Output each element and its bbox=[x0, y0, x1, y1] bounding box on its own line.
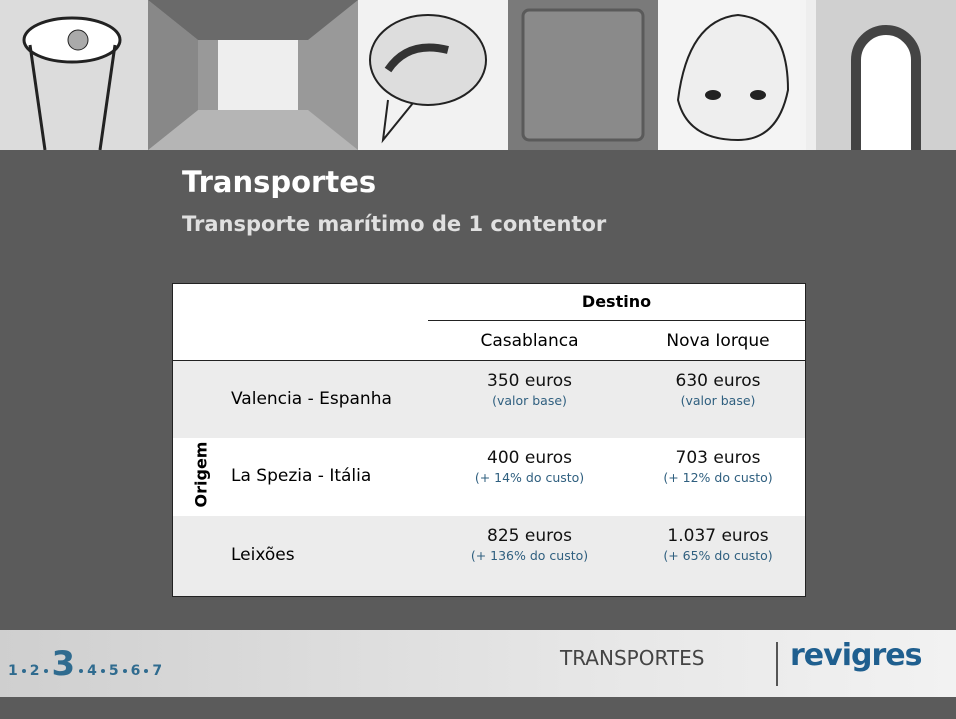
image-tile bbox=[148, 0, 360, 150]
origin-cell: La Spezia - Itália bbox=[231, 466, 372, 486]
separator-dot bbox=[144, 668, 149, 673]
header-rule bbox=[173, 360, 805, 361]
separator-dot bbox=[21, 668, 26, 673]
value-cell: 630 euros (valor base) bbox=[631, 371, 805, 408]
column-header: Nova Iorque bbox=[666, 331, 770, 351]
slide-title: Transportes bbox=[182, 165, 377, 199]
value-cell: 825 euros (+ 136% do custo) bbox=[428, 526, 631, 563]
origin-cell: Valencia - Espanha bbox=[231, 388, 392, 409]
image-tile bbox=[806, 0, 956, 150]
step-link[interactable]: 5 bbox=[108, 663, 119, 679]
illustration bbox=[806, 0, 921, 150]
value: 703 euros bbox=[675, 448, 761, 468]
column-header: Casablanca bbox=[480, 331, 579, 351]
note: (+ 136% do custo) bbox=[470, 548, 589, 563]
value: 400 euros bbox=[487, 448, 572, 468]
image-tile bbox=[508, 0, 660, 150]
separator-dot bbox=[43, 668, 48, 673]
step-link[interactable]: 7 bbox=[152, 663, 163, 679]
image-tile bbox=[658, 0, 808, 150]
illustration bbox=[676, 13, 790, 142]
note: (+ 12% do custo) bbox=[663, 470, 773, 485]
step-link[interactable]: 3 bbox=[51, 644, 76, 684]
note: (+ 65% do custo) bbox=[663, 548, 773, 563]
row-background bbox=[173, 438, 805, 516]
value: 630 euros bbox=[675, 371, 761, 391]
image-tile bbox=[358, 0, 510, 150]
destination-header: Destino bbox=[581, 292, 652, 311]
value-cell: 1.037 euros (+ 65% do custo) bbox=[631, 526, 805, 563]
value: 825 euros bbox=[487, 526, 572, 546]
note: (valor base) bbox=[680, 393, 756, 408]
image-tile bbox=[0, 0, 150, 151]
row-background bbox=[173, 361, 805, 438]
transport-table: Destino Casablanca Nova Iorque Valencia - E… bbox=[172, 283, 806, 597]
step-link[interactable]: 6 bbox=[130, 663, 141, 679]
illustration bbox=[22, 16, 122, 151]
separator-dot bbox=[100, 668, 105, 673]
separator-dot bbox=[79, 668, 84, 673]
illustration bbox=[148, 0, 358, 150]
slide-subtitle: Transporte marítimo de 1 contentor bbox=[182, 212, 607, 236]
note: (+ 14% do custo) bbox=[474, 470, 585, 485]
logo: revigres bbox=[790, 638, 922, 673]
value: 1.037 euros bbox=[667, 526, 769, 546]
divider bbox=[776, 642, 778, 686]
step-link[interactable]: 4 bbox=[87, 663, 97, 679]
note: (valor base) bbox=[492, 393, 567, 408]
value: 350 euros bbox=[487, 371, 572, 391]
step-link[interactable]: 1 bbox=[8, 663, 18, 679]
separator-dot bbox=[122, 668, 127, 673]
row-background bbox=[173, 516, 805, 596]
illustration bbox=[521, 8, 645, 142]
value-cell: 350 euros (valor base) bbox=[428, 371, 631, 408]
illustration bbox=[369, 14, 487, 144]
section-name: TRANSPORTES bbox=[560, 646, 705, 670]
header-rule bbox=[428, 320, 805, 321]
value-cell: 703 euros (+ 12% do custo) bbox=[631, 448, 805, 485]
row-group-label: Origem bbox=[191, 441, 211, 508]
origin-cell: Leixões bbox=[231, 545, 295, 565]
value-cell: 400 euros (+ 14% do custo) bbox=[428, 448, 631, 485]
step-link[interactable]: 2 bbox=[29, 663, 40, 679]
